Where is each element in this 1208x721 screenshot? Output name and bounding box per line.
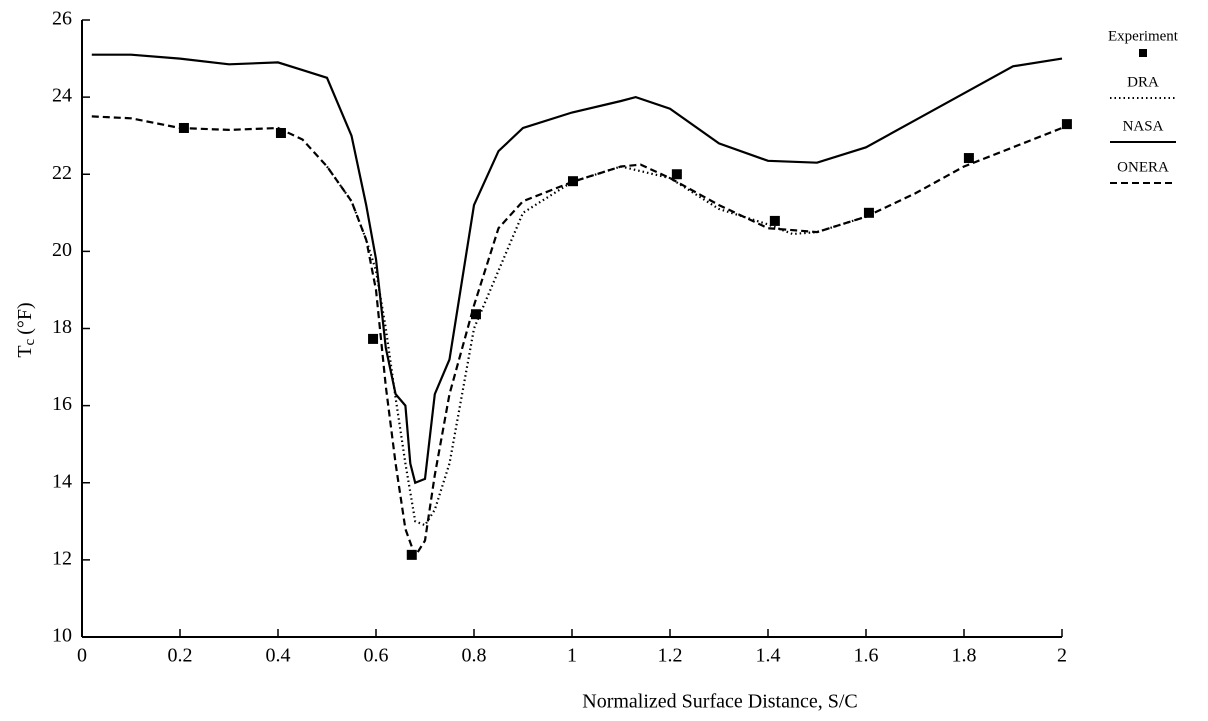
series-line <box>326 165 867 527</box>
data-point <box>275 127 286 138</box>
legend-marker <box>1139 49 1147 57</box>
x-axis-label: Normalized Surface Distance, S/C <box>582 691 857 713</box>
data-point <box>1061 119 1072 130</box>
x-tick-label: 0 <box>77 645 87 667</box>
data-point <box>406 549 417 560</box>
y-label-main: T <box>14 345 36 357</box>
x-tick-label: 0.8 <box>462 645 487 667</box>
legend-label: DRA <box>1127 74 1159 90</box>
y-tick-label: 26 <box>52 8 72 30</box>
x-tick-label: 2 <box>1057 645 1067 667</box>
x-tick-label: 0.2 <box>168 645 193 667</box>
data-point <box>671 169 682 180</box>
data-point <box>963 153 974 164</box>
y-tick-label: 10 <box>52 625 72 647</box>
y-label-unit: (°F) <box>14 302 36 334</box>
data-point <box>567 176 578 187</box>
x-tick-label: 1.8 <box>952 645 977 667</box>
y-tick-label: 14 <box>52 470 72 492</box>
data-point <box>368 333 379 344</box>
y-tick-label: 22 <box>52 162 72 184</box>
y-tick-label: 24 <box>52 85 72 107</box>
y-label-sub: c <box>22 338 38 345</box>
x-tick-label: 1.2 <box>658 645 683 667</box>
x-tick-label: 1.4 <box>756 645 781 667</box>
data-point <box>470 309 481 320</box>
y-axis-label: Tc (°F) <box>14 302 39 357</box>
legend-label: ONERA <box>1117 159 1169 175</box>
y-tick-label: 20 <box>52 239 72 261</box>
legend-label: NASA <box>1123 118 1164 134</box>
legend-label: Experiment <box>1108 28 1179 44</box>
x-tick-label: 0.6 <box>364 645 389 667</box>
x-tick-label: 1 <box>567 645 577 667</box>
series-line <box>91 115 1063 559</box>
series-line <box>91 53 1063 485</box>
data-point <box>769 215 780 226</box>
y-tick-label: 12 <box>52 547 72 569</box>
y-tick-label: 16 <box>52 393 72 415</box>
x-tick-label: 0.4 <box>266 645 291 667</box>
x-tick-label: 1.6 <box>854 645 879 667</box>
data-point <box>863 207 874 218</box>
y-tick-label: 18 <box>52 316 72 338</box>
